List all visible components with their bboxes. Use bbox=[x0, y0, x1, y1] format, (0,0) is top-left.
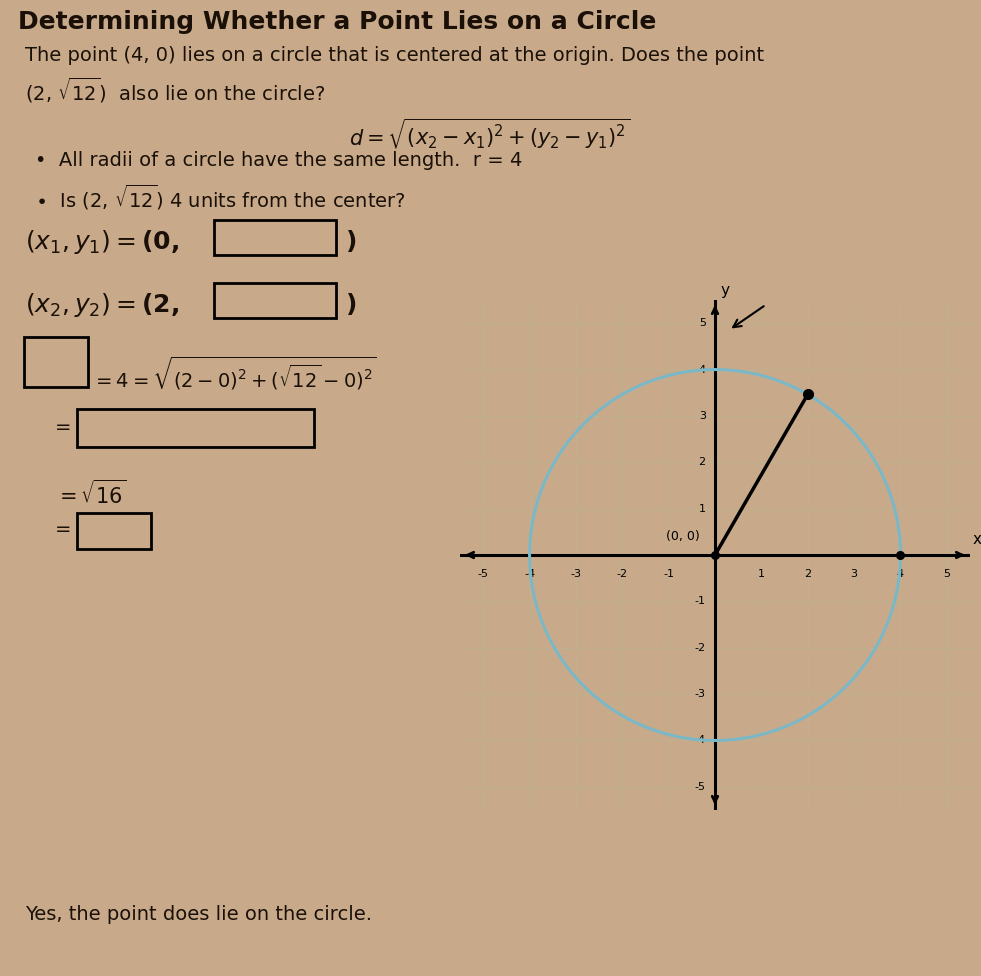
Text: Determining Whether a Point Lies on a Circle: Determining Whether a Point Lies on a Ci… bbox=[18, 10, 656, 34]
Text: -2: -2 bbox=[695, 643, 705, 653]
Text: -4: -4 bbox=[695, 736, 705, 746]
Text: -3: -3 bbox=[570, 569, 582, 579]
Text: 3: 3 bbox=[851, 569, 857, 579]
Text: -1: -1 bbox=[695, 596, 705, 606]
Text: 5: 5 bbox=[944, 569, 951, 579]
Text: 1: 1 bbox=[758, 569, 765, 579]
Text: -2: -2 bbox=[617, 569, 628, 579]
FancyBboxPatch shape bbox=[24, 337, 88, 387]
Text: The point (4, 0) lies on a circle that is centered at the origin. Does the point: The point (4, 0) lies on a circle that i… bbox=[25, 46, 764, 65]
Text: Yes, the point does lie on the circle.: Yes, the point does lie on the circle. bbox=[25, 905, 372, 924]
Text: $d = \sqrt{(x_2 - x_1)^2 + (y_2 - y_1)^2}$: $d = \sqrt{(x_2 - x_1)^2 + (y_2 - y_1)^2… bbox=[349, 116, 631, 150]
Text: -1: -1 bbox=[663, 569, 674, 579]
Text: -4: -4 bbox=[524, 569, 535, 579]
Text: $\mathbf{)}$: $\mathbf{)}$ bbox=[345, 228, 356, 254]
FancyBboxPatch shape bbox=[77, 409, 314, 447]
FancyBboxPatch shape bbox=[214, 283, 336, 318]
Text: $\bullet$  Is (2, $\sqrt{12}$) 4 units from the center?: $\bullet$ Is (2, $\sqrt{12}$) 4 units fr… bbox=[35, 183, 406, 212]
Text: (0, 0): (0, 0) bbox=[666, 530, 699, 544]
Text: $(x_1, y_1) = \mathbf{(0,}$: $(x_1, y_1) = \mathbf{(0,}$ bbox=[25, 228, 179, 256]
Text: =: = bbox=[55, 418, 72, 437]
Text: 2: 2 bbox=[804, 569, 811, 579]
Text: -3: -3 bbox=[695, 689, 705, 699]
Text: y: y bbox=[721, 283, 730, 298]
Text: -5: -5 bbox=[478, 569, 489, 579]
Text: •  All radii of a circle have the same length.  r = 4: • All radii of a circle have the same le… bbox=[35, 151, 522, 170]
Text: 3: 3 bbox=[698, 411, 705, 421]
Text: $(x_2, y_2) = \mathbf{(2,}$: $(x_2, y_2) = \mathbf{(2,}$ bbox=[25, 291, 179, 319]
Text: 4: 4 bbox=[897, 569, 904, 579]
Text: 1: 1 bbox=[698, 504, 705, 513]
Text: $= \sqrt{16}$: $= \sqrt{16}$ bbox=[55, 480, 127, 508]
Text: -5: -5 bbox=[695, 782, 705, 792]
Text: =: = bbox=[55, 520, 72, 539]
FancyBboxPatch shape bbox=[77, 513, 151, 549]
FancyBboxPatch shape bbox=[214, 220, 336, 255]
Text: 5: 5 bbox=[698, 318, 705, 328]
Text: (2, $\sqrt{12}$)  also lie on the circle?: (2, $\sqrt{12}$) also lie on the circle? bbox=[25, 76, 326, 105]
Text: $\mathbf{)}$: $\mathbf{)}$ bbox=[345, 291, 356, 317]
Text: x: x bbox=[972, 532, 981, 547]
Text: $= 4 = \sqrt{(2-0)^2 + (\sqrt{12}-0)^2}$: $= 4 = \sqrt{(2-0)^2 + (\sqrt{12}-0)^2}$ bbox=[92, 354, 377, 391]
Text: 2: 2 bbox=[698, 458, 705, 468]
Text: 4: 4 bbox=[698, 365, 705, 375]
